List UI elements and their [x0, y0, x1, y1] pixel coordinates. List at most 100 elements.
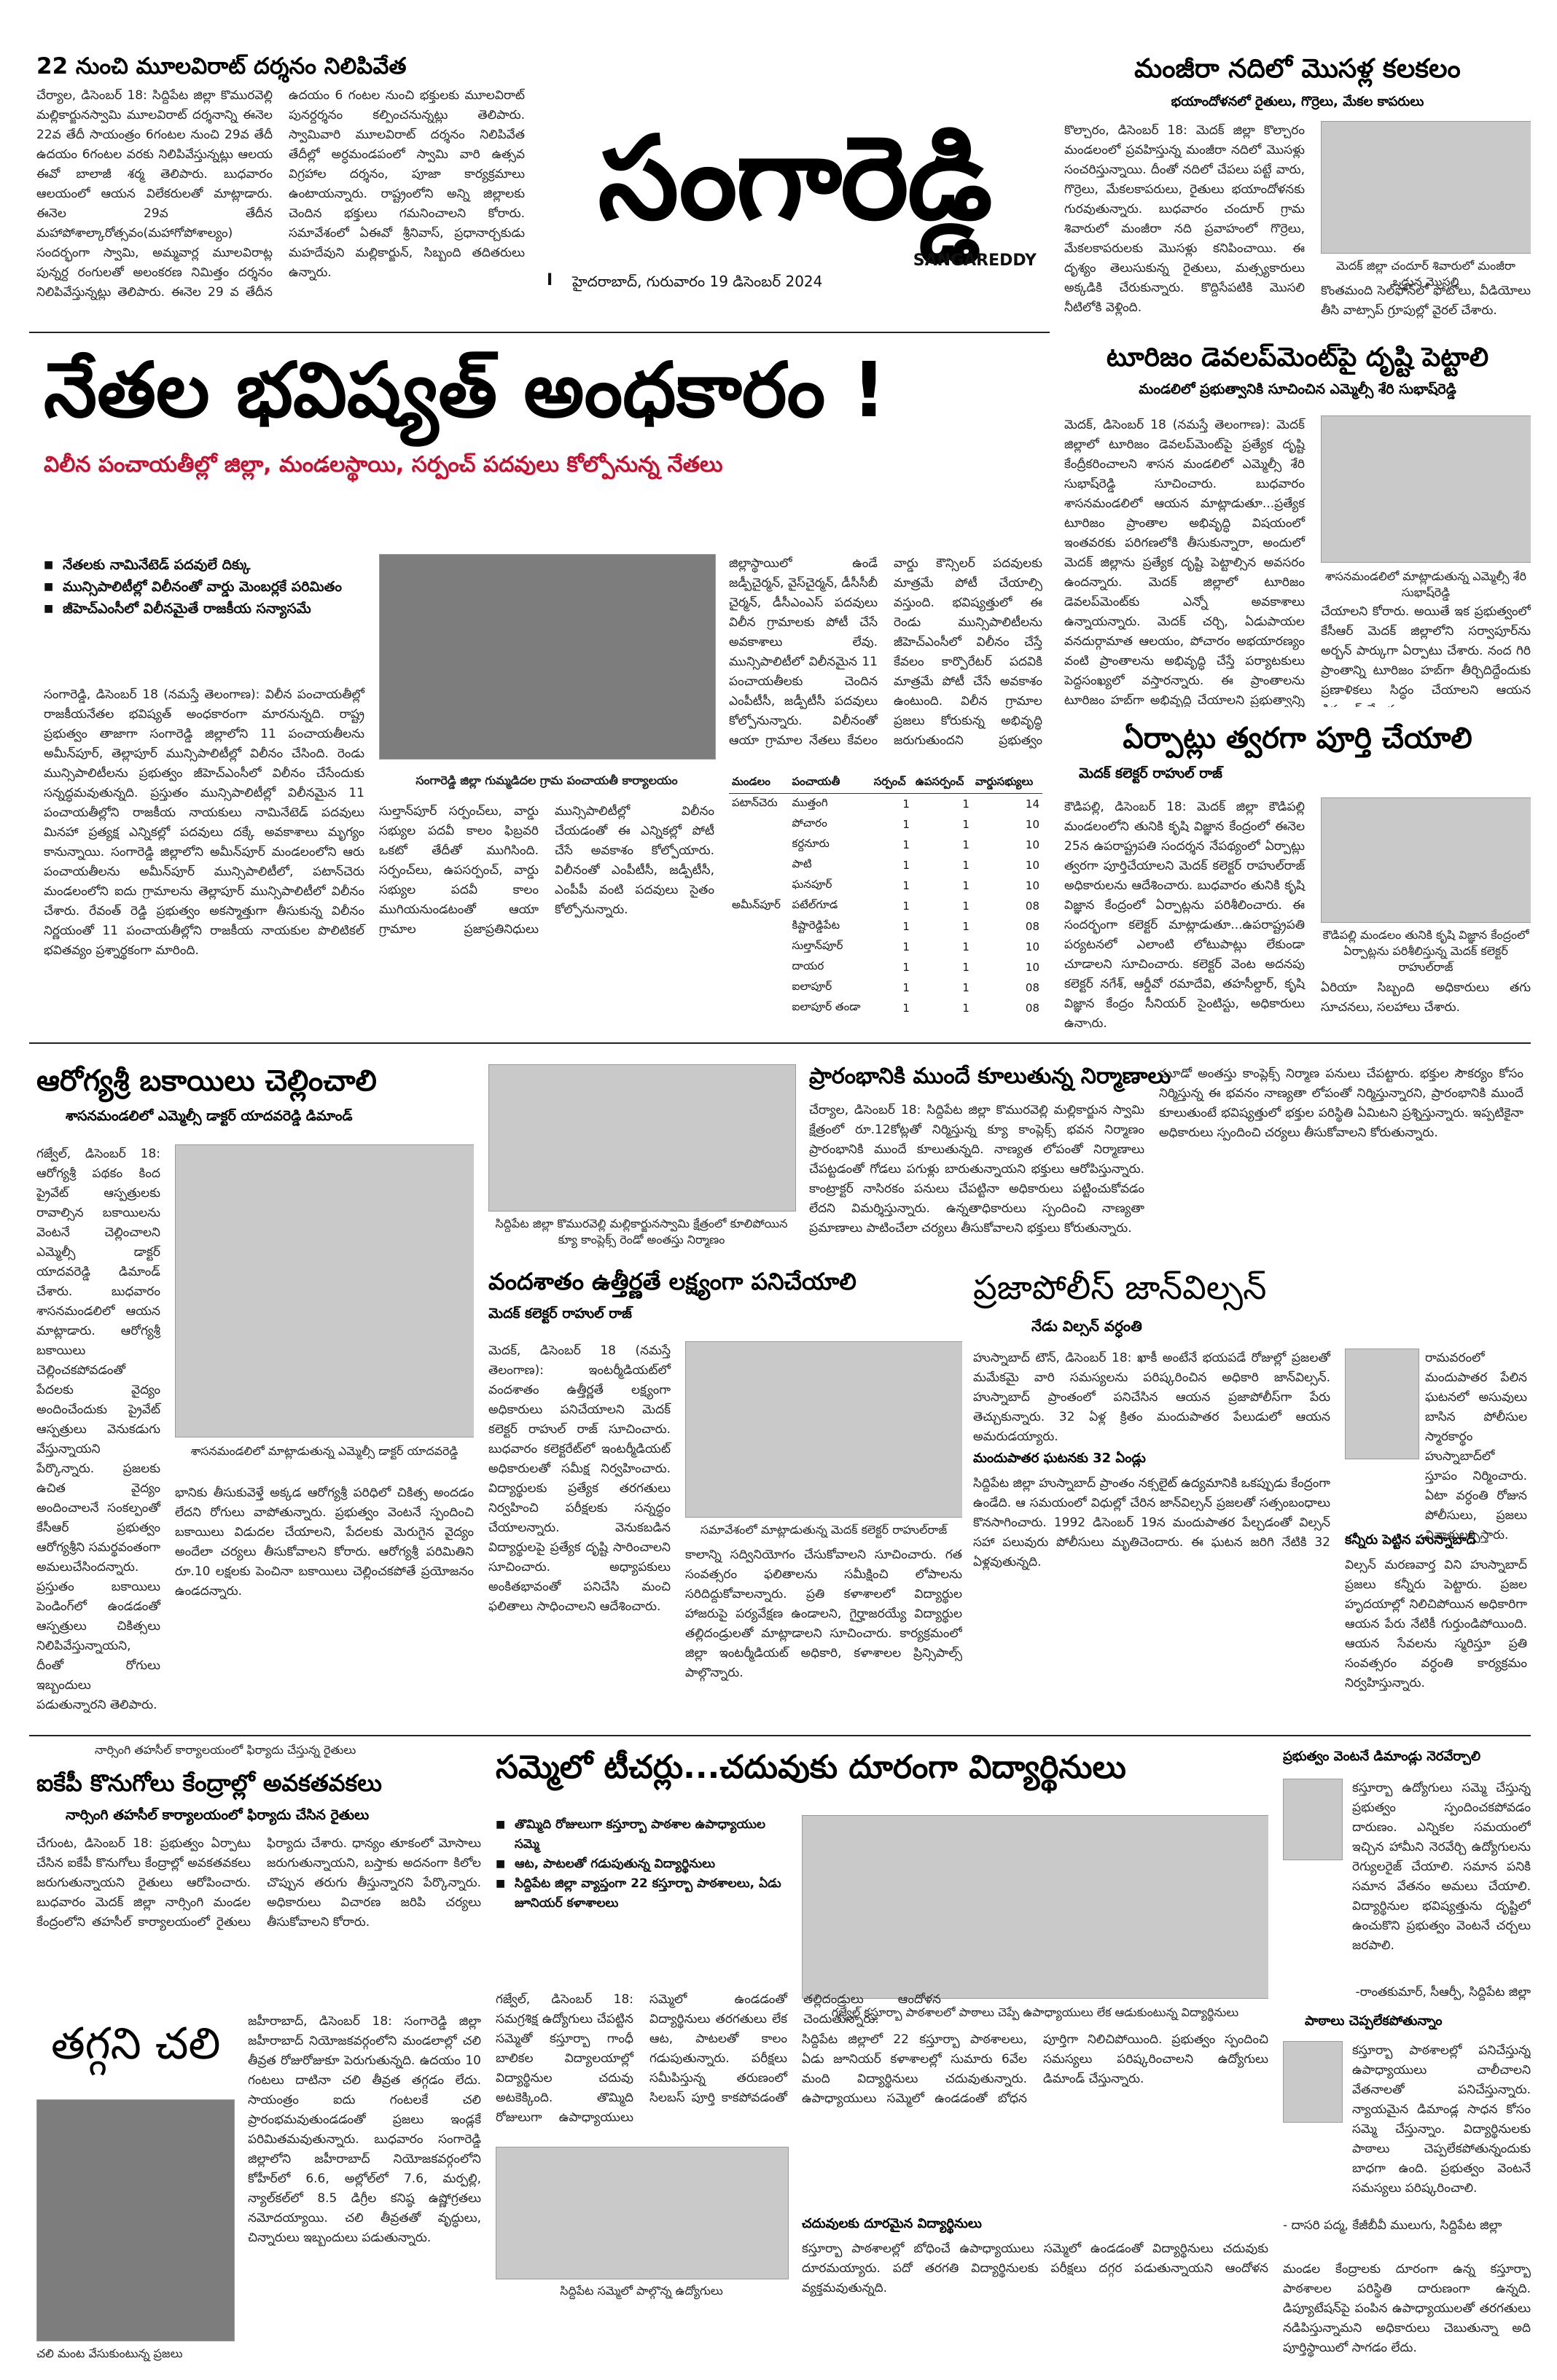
table-cell: దాయర [792, 959, 824, 972]
table-cell [729, 998, 789, 1018]
article-aarogyasri: ఆరోగ్యశ్రీ బకాయిలు చెల్లించాలి శాసనమండలి… [36, 1064, 474, 1720]
table-cell: 08 [1025, 1002, 1039, 1015]
article-body: మెదక్, డిసెంబర్ 18 (నమస్తే తెలంగాణ): ఇంట… [488, 1343, 671, 1614]
headline: ఐకేపీ కొనుగోలు కేంద్రాల్లో అవకతవకలు [36, 1769, 382, 1797]
table-cell: 1 [962, 838, 969, 851]
mlc-photo [1321, 415, 1531, 563]
photo-caption: శాసనమండలిలో మాట్లాడుతున్న ఎమ్మెల్సీ డాక్… [190, 1444, 458, 1458]
table-cell: 08 [1025, 981, 1039, 994]
article-ikp-centers: నార్సింగి తహసీల్ కార్యాలయంలో ఫిర్యాదు చే… [36, 1742, 481, 1990]
byline: - దాసరి పద్మ, కేజీబీవీ ములుగు, సిద్దిపేట… [1283, 2218, 1502, 2233]
table-cell: 1 [962, 900, 969, 913]
headline: తగ్గని చలి [51, 2018, 221, 2069]
photo-caption: సిద్దిపేట జిల్లా కొమురవెల్లి మల్లికార్జు… [495, 1217, 788, 1246]
subheadline: పాఠాలు చెప్పలేకపోతున్నాం [1305, 2013, 1443, 2029]
table-cell: 1 [902, 859, 910, 872]
table-cell: 1 [962, 879, 969, 892]
article-body: కౌడిపల్లి, డిసెంబర్ 18: మెదక్ జిల్లా కౌడ… [1064, 800, 1305, 1028]
divider [29, 332, 1050, 333]
table-row: ఘనపూర్ 1 1 10 [729, 875, 1042, 896]
table-cell: పాటి [792, 857, 812, 870]
article-body: చేర్యాల, డిసెంబర్ 18: సిద్దిపేట జిల్లా క… [36, 87, 525, 300]
table-row: అమీన్‌పూర్ పటేల్‌గూడ 1 1 08 [729, 896, 1042, 916]
subheadline: మందుపాతర ఘటనకు 32 ఏండ్లు [973, 1451, 1146, 1466]
strike-bullets: తొమ్మిది రోజులుగా కస్తూర్బా పాఠశాల ఉపాధ్… [496, 1815, 787, 1913]
masthead: సంగారెడ్డి SANGAREDDY I హైదరాబాద్, గురువ… [539, 109, 1050, 328]
table-cell: 1 [962, 920, 969, 933]
subheadline: మెదక్ కలెక్టర్ రాహుల్ రాజ్ [488, 1305, 632, 1322]
table-row: ఐలాపూర్ 1 1 08 [729, 978, 1042, 998]
table-header: మండలం [729, 773, 789, 794]
collector-photo [1321, 797, 1531, 923]
photo-caption: సమావేశంలో మాట్లాడుతున్న మెదక్ కలెక్టర్ ర… [700, 1523, 948, 1537]
headline: సమ్మెలో టీచర్లు...చదువుకు దూరంగా విద్యార… [496, 1749, 1126, 1786]
article-body-continued: కస్తూర్బా పాఠశాలల్లో బోధించే ఉపాధ్యాయులు… [802, 2242, 1268, 2295]
table-cell: 1 [962, 859, 969, 872]
table-cell: 14 [1025, 797, 1039, 811]
headline: ప్రజాపోలీస్ జాన్‌విల్సన్ [973, 1268, 1267, 1307]
subheadline: నార్సింగి తహసీల్ కార్యాలయంలో ఫిర్యాదు చే… [66, 1806, 370, 1823]
teacher-photo [1283, 1779, 1343, 1860]
table-cell: 1 [902, 797, 910, 811]
headline: వందశాతం ఉత్తీర్ణతే లక్ష్యంగా పనిచేయాలి [488, 1268, 856, 1295]
article-teachers-strike: సమ్మెలో టీచర్లు...చదువుకు దూరంగా విద్యార… [496, 1749, 1268, 2369]
table-cell: 1 [902, 940, 910, 953]
table-cell [729, 937, 789, 957]
table-cell: అమీన్‌పూర్ [732, 898, 781, 911]
table-cell: 1 [902, 818, 910, 831]
table-cell [729, 875, 789, 896]
photo-caption: శాసనమండలిలో మాట్లాడుతున్న ఎమ్మెల్సీ శేరి… [1325, 569, 1526, 599]
table-cell [729, 957, 789, 978]
table-cell: 1 [902, 879, 910, 892]
article-body-continued: కొంతమంది సెల్‌ఫోన్‌లో ఫోటోలు, వీడియోలు త… [1321, 284, 1531, 318]
divider [29, 1735, 1531, 1736]
table-cell: 1 [962, 797, 969, 811]
table-cell: కిష్టారెడ్డిపేట [792, 918, 840, 932]
article-hundred-percent: వందశాతం ఉత్తీర్ణతే లక్ష్యంగా పనిచేయాలి మ… [488, 1268, 962, 1735]
headline: ప్రభుత్వం వెంటనే డిమాండ్లు నెరవేర్చాలి [1283, 1749, 1481, 1764]
article-body-continued: విల్సన్ మరణవార్త విని హుస్నాబాద్ ప్రజలు … [1345, 1558, 1527, 1690]
headline: ఆరోగ్యశ్రీ బకాయిలు చెల్లించాలి [36, 1064, 377, 1098]
table-row: కర్దనూరు 1 1 10 [729, 835, 1042, 855]
table-cell: 1 [962, 940, 969, 953]
article-body: గజ్వేల్, డిసెంబర్ 18: ఆరోగ్యశ్రీ పథకం కి… [36, 1147, 160, 1712]
subheadline: నేడు విల్సన్ వర్ధంతి [1031, 1316, 1142, 1335]
table-cell: 1 [962, 961, 969, 974]
article-praja-police: ప్రజాపోలీస్ జాన్‌విల్సన్ నేడు విల్సన్ వర… [973, 1268, 1527, 1735]
subheadline: కన్నీరు పెట్టిన హుస్నాబాద్ [1345, 1532, 1476, 1548]
table-cell: 1 [902, 900, 910, 913]
table-header: ఉపసర్పంచ్ [912, 773, 972, 794]
table-cell: పటేల్‌గూడ [792, 898, 838, 911]
masthead-title: సంగారెడ్డి [598, 112, 992, 246]
article-body-continued: కస్తూర్బా పాఠశాలల్లో పనిచేస్తున్న ఉపాధ్య… [1352, 2043, 1531, 2196]
table-cell: 08 [1025, 900, 1039, 913]
article-body: కొల్చారం, డిసెంబర్ 18: మెదక్ జిల్లా కొల్… [1064, 123, 1305, 315]
table-row: పోచారం 1 1 10 [729, 814, 1042, 835]
article-body: హుస్నాబాద్ టౌన్, డిసెంబర్ 18: ఖాకీ అంటేన… [973, 1351, 1330, 1444]
article-tourism: టూరిజం డెవలప్‌మెంట్‌పై దృష్టి పెట్టాలి మ… [1064, 343, 1531, 707]
panchayat-table: మండలం పంచాయతీ సర్పంచ్ ఉపసర్పంచ్ వార్డుసభ… [729, 773, 1042, 1028]
table-cell: 1 [902, 961, 910, 974]
article-body: చేర్యాల, డిసెంబర్ 18: సిద్దిపేట జిల్లా క… [809, 1103, 1144, 1236]
article-body: చేగుంట, డిసెంబర్ 18: ప్రభుత్వం ఏర్పాటు చ… [36, 1835, 481, 1930]
article-body: మెదక్, డిసెంబర్ 18 (నమస్తే తెలంగాణ): మెద… [1064, 418, 1305, 707]
article-body-continued: కాలాన్ని సద్వినియోగం చేసుకోవాలని సూచించా… [685, 1548, 962, 1680]
table-row: దాయర 1 1 10 [729, 957, 1042, 978]
lead-body-sidebar: సుల్తాన్‌పూర్ సర్పంచ్‌లు, వార్డు సభ్యుల … [379, 804, 714, 937]
table-header: వార్డుసభ్యులు [972, 773, 1042, 794]
subheadline: చదువులకు దూరమైన విద్యార్థినులు [802, 2216, 982, 2231]
headline: 22 నుంచి మూలవిరాట్ దర్శనం నిలిపివేత [36, 54, 407, 79]
table-cell: పటాన్‌చెరు [732, 796, 778, 809]
table-cell: 1 [962, 981, 969, 994]
table-cell: సుల్తాన్‌పూర్ [792, 939, 843, 952]
table-cell: 10 [1025, 879, 1039, 892]
photo-caption: గజ్వేల్ కస్తూర్బా పాఠశాలలో పాఠాలు చెప్పే… [831, 2005, 1239, 2019]
byline: -రాంతకుమార్, సీఆర్పీ, సిద్దిపేట జిల్లా [1355, 1985, 1531, 1999]
bullet-item: తొమ్మిది రోజులుగా కస్తూర్బా పాఠశాల ఉపాధ్… [496, 1815, 787, 1854]
table-row: కిష్టారెడ్డిపేట 1 1 08 [729, 916, 1042, 937]
mlc-yadav-reddy-photo [175, 1144, 474, 1437]
table-cell: ఐలాపూర్ తండా [792, 1000, 861, 1013]
lead-story: నేతల భవిష్యత్ అంధకారం ! విలీన పంచాయతీల్ల… [29, 335, 1050, 1035]
photo-caption: సిద్దిపేట సమ్మెలో పాల్గొన్న ఉద్యోగులు [560, 2284, 723, 2298]
headline: ప్రారంభానికి ముందే కూలుతున్న నిర్మాణాలు [809, 1064, 1171, 1089]
